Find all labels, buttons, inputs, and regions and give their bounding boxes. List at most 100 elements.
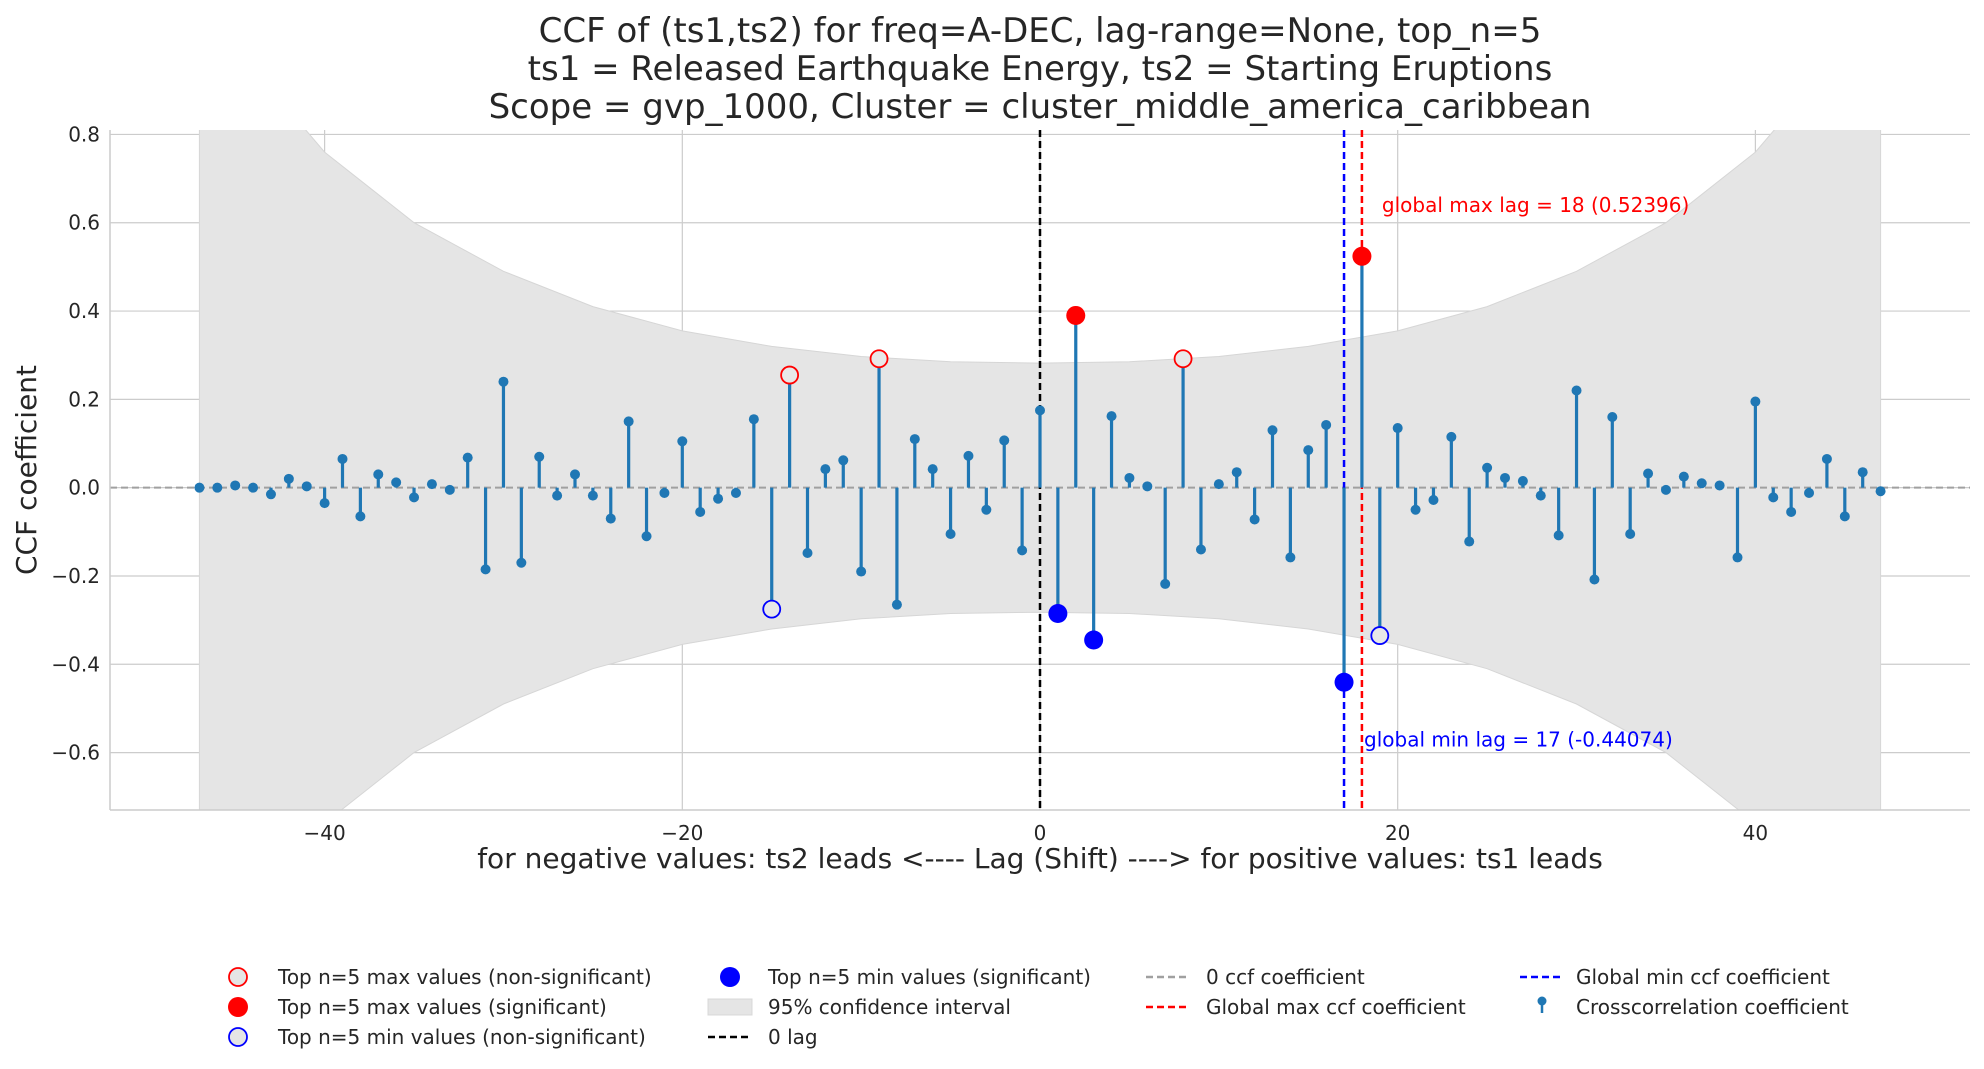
ccf-point [1303,445,1314,456]
ccf-point [1428,495,1439,506]
ccf-point [462,452,473,463]
ccf-point [1195,544,1206,555]
global-max-annotation: global max lag = 18 (0.52396) [1382,193,1689,217]
legend-label-min-sig: Top n=5 min values (significant) [767,965,1091,989]
ccf-point [713,493,724,504]
ccf-point [373,469,384,480]
tick-labels: −40 −20 0 20 40 −0.6 −0.4 −0.2 0.0 0.2 0.4 0.6 0.8 [51,122,1768,845]
ccf-point [1482,462,1493,473]
legend-label-max-nonsig: Top n=5 max values (non-significant) [277,965,652,989]
ccf-point [516,557,527,568]
ccf-point [1142,481,1153,492]
ccf-point [1786,506,1797,517]
ccf-point [319,498,330,509]
x-tick-label: 0 [1034,821,1047,845]
ccf-point [927,464,938,475]
ccf-point [1124,472,1135,483]
ccf-point [730,487,741,498]
y-tick-label: −0.4 [51,652,100,676]
ccf-point [1804,487,1815,498]
legend-item-zero-ccf: 0 ccf coefficient [1146,965,1365,989]
ccf-point [587,490,598,501]
top-max-sig-marker [1066,305,1086,325]
ccf-point [820,464,831,475]
ccf-point [1517,476,1528,487]
legend-swatch-ci [707,998,753,1016]
ccf-point [1625,529,1636,540]
x-tick-label: −20 [661,821,703,845]
ccf-point [444,484,455,495]
highlight-markers [762,246,1390,692]
axes [109,130,1970,811]
legend-label-zero-ccf: 0 ccf coefficient [1206,965,1365,989]
legend: Top n=5 max values (non-significant) Top… [228,965,1849,1049]
legend-item-min-sig: Top n=5 min values (significant) [720,965,1091,989]
top-min-nonsig-marker [762,599,782,619]
legend-swatch-min-sig [720,967,740,987]
ccf-point [1750,396,1761,407]
ccf-point [1410,504,1421,515]
top-max-nonsig-marker [869,349,889,369]
ccf-point [659,487,670,498]
ccf-point [1839,511,1850,522]
legend-label-ci: 95% confidence interval [768,995,1011,1019]
legend-item-max-sig: Top n=5 max values (significant) [228,995,607,1019]
ccf-point [570,469,580,480]
ccf-point [1267,425,1278,436]
ccf-point [534,451,545,462]
ccf-point [1714,480,1725,491]
top-min-sig-marker [1334,672,1354,692]
stems [194,251,1886,688]
x-tick-label: 20 [1385,821,1410,845]
ccf-point [1571,385,1582,396]
legend-label-zero-lag: 0 lag [768,1025,818,1049]
ccf-point [1213,479,1224,490]
legend-swatch-min-nonsig [228,1027,248,1047]
legend-item-max-nonsig: Top n=5 max values (non-significant) [228,965,652,989]
x-tick-label: 40 [1743,821,1768,845]
legend-label-ccf: Crosscorrelation coefficient [1576,995,1849,1019]
legend-item-global-min: Global min ccf coefficient [1520,965,1830,989]
ccf-point [1464,536,1475,547]
top-min-sig-marker [1084,630,1104,650]
x-tick-label: −40 [304,821,346,845]
ccf-point [605,513,616,524]
legend-item-ccf: Crosscorrelation coefficient [1537,995,1849,1019]
legend-item-min-nonsig: Top n=5 min values (non-significant) [228,1025,646,1049]
ccf-point [498,376,509,387]
title-line-1: CCF of (ts1,ts2) for freq=A-DEC, lag-ran… [539,11,1542,51]
ccf-point [426,479,437,490]
ccf-point [856,566,867,577]
ccf-point [1768,492,1779,503]
ccf-point [677,436,688,447]
chart-title: CCF of (ts1,ts2) for freq=A-DEC, lag-ran… [489,11,1592,127]
legend-item-global-max: Global max ccf coefficient [1146,995,1466,1019]
legend-item-zero-lag: 0 lag [708,1025,818,1049]
ccf-point [748,414,759,425]
y-tick-label: 0.6 [68,211,100,235]
ccf-point [1821,453,1832,464]
ccf-point [1446,431,1457,442]
ccf-point [230,480,241,491]
top-max-nonsig-marker [780,365,800,385]
ccf-point [248,482,259,493]
y-tick-label: 0.2 [68,387,100,411]
ccf-point [1392,423,1403,434]
top-min-sig-marker [1048,604,1068,624]
ccf-point [623,416,634,427]
ccf-point [1321,419,1332,430]
ccf-point [891,599,902,610]
ccf-point [409,492,420,503]
ccf-point [355,511,366,522]
ccf-point [283,473,294,484]
ccf-point [194,482,205,493]
ccf-point [909,434,920,445]
legend-item-ci: 95% confidence interval [707,995,1011,1019]
ccf-point [802,548,813,559]
y-tick-label: 0.8 [68,122,100,146]
ccf-point [1643,468,1654,479]
ccf-point [1500,472,1510,483]
ccf-point [1660,484,1671,495]
ccf-point [1732,552,1743,563]
